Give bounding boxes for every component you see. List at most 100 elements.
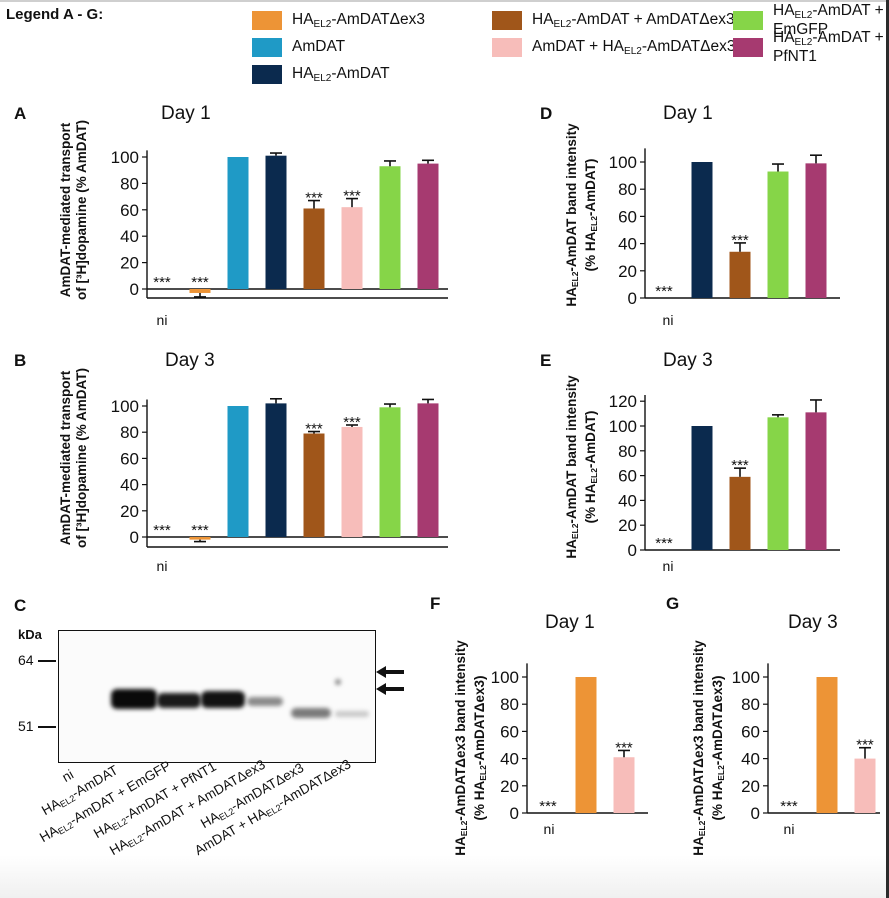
blot-band-lane3 bbox=[157, 693, 201, 708]
bar bbox=[854, 758, 876, 813]
y-tick-label: 60 bbox=[618, 207, 637, 226]
y-tick-label: 20 bbox=[618, 516, 637, 535]
panel-letter-f: F bbox=[430, 594, 441, 613]
ni-label: ni bbox=[663, 558, 674, 574]
ni-label: ni bbox=[544, 821, 555, 837]
blot-band-lane7 bbox=[335, 711, 369, 717]
y-tick-label: 20 bbox=[120, 502, 139, 521]
panel-letter-e: E bbox=[540, 351, 552, 370]
bar bbox=[417, 403, 439, 537]
bar bbox=[767, 171, 789, 298]
legend-label: HAEL2-AmDAT + PfNT1 bbox=[773, 28, 884, 65]
y-tick-label: 0 bbox=[130, 528, 139, 547]
blot-band-lane6 bbox=[291, 708, 331, 718]
chart-g: 0 20 40 60 80 100 *** *** ni bbox=[732, 663, 880, 837]
western-blot-image bbox=[58, 630, 376, 763]
bar bbox=[691, 426, 713, 550]
y-tick-label: 60 bbox=[120, 201, 139, 220]
legend-label: HAEL2-AmDAT + AmDATΔex3 bbox=[532, 10, 735, 30]
y-tick-label: 60 bbox=[741, 722, 760, 741]
significance-marker: *** bbox=[655, 535, 673, 552]
y-tick-label: 20 bbox=[741, 777, 760, 796]
bar bbox=[729, 476, 751, 550]
marker-64-label: 64 bbox=[18, 652, 34, 668]
legend-swatch bbox=[733, 10, 763, 30]
legend-swatch bbox=[492, 37, 522, 57]
y-tick-label: 100 bbox=[111, 148, 139, 167]
significance-marker: *** bbox=[731, 457, 749, 474]
y-tick-label: 20 bbox=[618, 262, 637, 281]
y-tick-label: 100 bbox=[491, 668, 519, 687]
ni-label: ni bbox=[157, 558, 168, 574]
bar bbox=[417, 163, 439, 289]
bar bbox=[189, 289, 211, 293]
top-border bbox=[0, 0, 889, 2]
blot-spot bbox=[335, 679, 341, 685]
legend-item: AmDAT bbox=[252, 37, 345, 57]
y-tick-label: 40 bbox=[120, 227, 139, 246]
bar bbox=[265, 155, 287, 289]
legend-label: AmDAT + HAEL2-AmDATΔex3 bbox=[532, 37, 736, 57]
y-tick-label: 0 bbox=[130, 280, 139, 299]
legend-label: HAEL2-AmDAT bbox=[292, 64, 390, 84]
y-tick-label: 40 bbox=[618, 235, 637, 254]
significance-marker: *** bbox=[305, 190, 323, 207]
y-tick-label: 40 bbox=[618, 491, 637, 510]
bar bbox=[613, 757, 635, 813]
legend-label: AmDAT bbox=[292, 38, 346, 55]
ni-label: ni bbox=[663, 312, 674, 328]
panel-b-title: Day 3 bbox=[165, 350, 215, 371]
y-tick-label: 0 bbox=[751, 804, 760, 823]
y-tick-label: 80 bbox=[618, 180, 637, 199]
bar bbox=[691, 162, 713, 298]
y-tick-label: 20 bbox=[500, 777, 519, 796]
kda-label: kDa bbox=[18, 627, 42, 642]
chart-d: 0 20 40 60 80 100 *** *** ni bbox=[609, 148, 840, 328]
bar bbox=[341, 426, 363, 537]
bar bbox=[805, 412, 827, 550]
y-tick-label: 80 bbox=[618, 442, 637, 461]
marker-51-tick bbox=[38, 726, 56, 728]
blot-band-lane5 bbox=[247, 697, 283, 706]
y-tick-label: 100 bbox=[609, 153, 637, 172]
bar bbox=[816, 677, 838, 813]
significance-marker: *** bbox=[655, 283, 673, 300]
marker-51-label: 51 bbox=[18, 718, 34, 734]
legend-label: HAEL2-AmDATΔex3 bbox=[292, 10, 425, 30]
panel-e-title: Day 3 bbox=[663, 350, 713, 371]
y-tick-label: 100 bbox=[732, 668, 760, 687]
blot-band-lane2 bbox=[111, 689, 157, 709]
panel-d-title: Day 1 bbox=[663, 103, 713, 124]
y-tick-label: 40 bbox=[120, 476, 139, 495]
ni-label: ni bbox=[157, 312, 168, 328]
panel-letter-c: C bbox=[14, 596, 27, 615]
bar bbox=[303, 433, 325, 537]
blot-band-lane4 bbox=[201, 691, 245, 708]
legend-swatch bbox=[252, 10, 282, 30]
significance-marker: *** bbox=[343, 188, 361, 205]
ni-label: ni bbox=[784, 821, 795, 837]
y-tick-label: 0 bbox=[628, 289, 637, 308]
panel-letter-g: G bbox=[666, 594, 680, 613]
marker-64-tick bbox=[38, 660, 56, 662]
y-tick-label: 60 bbox=[500, 722, 519, 741]
y-tick-label: 80 bbox=[741, 695, 760, 714]
legend-swatch bbox=[492, 10, 522, 30]
bar bbox=[805, 163, 827, 298]
significance-marker: *** bbox=[539, 798, 557, 815]
legend-item: HAEL2-AmDATΔex3 bbox=[252, 10, 425, 30]
significance-marker: *** bbox=[615, 739, 633, 756]
legend-item: AmDAT + HAEL2-AmDATΔex3 bbox=[492, 37, 735, 57]
y-tick-label: 40 bbox=[500, 750, 519, 769]
significance-marker: *** bbox=[153, 274, 171, 291]
y-tick-label: 60 bbox=[120, 449, 139, 468]
legend-item: HAEL2-AmDAT bbox=[252, 64, 390, 84]
y-tick-label: 120 bbox=[609, 392, 637, 411]
bar bbox=[379, 407, 401, 537]
y-tick-label: 60 bbox=[618, 467, 637, 486]
bar bbox=[265, 403, 287, 537]
bar bbox=[767, 417, 789, 550]
panel-g-title: Day 3 bbox=[788, 612, 838, 633]
significance-marker: *** bbox=[305, 421, 323, 438]
